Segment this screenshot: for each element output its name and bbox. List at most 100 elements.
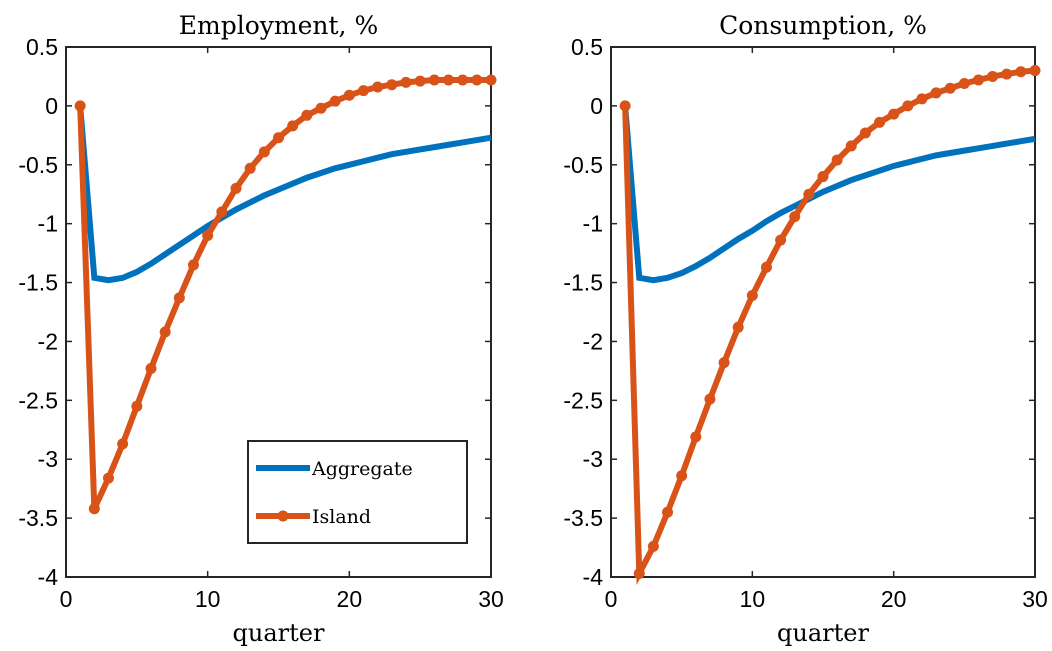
data-point <box>343 89 355 101</box>
x-tick-label: 10 <box>195 586 221 612</box>
x-axis-label: quarter <box>233 619 325 647</box>
y-tick-label: -4 <box>38 564 59 590</box>
data-point <box>400 76 412 88</box>
data-point <box>831 154 843 166</box>
data-point <box>301 109 313 121</box>
y-tick-label: -1.5 <box>18 270 58 296</box>
y-tick-label: -1 <box>583 211 603 237</box>
x-tick-label: 30 <box>478 586 504 612</box>
data-point <box>718 357 730 369</box>
data-point <box>916 93 928 105</box>
series-line-aggregate <box>622 105 1036 284</box>
y-tick-label: -3.5 <box>563 505 603 531</box>
data-point <box>633 567 645 579</box>
data-point <box>329 95 341 107</box>
y-tick-label: -0.5 <box>563 152 603 178</box>
data-point <box>471 74 483 86</box>
data-point <box>902 100 914 112</box>
y-tick-label: -1.5 <box>563 270 603 296</box>
chart-panel-employment: Employment, % quarter 0.5 0 -0.5 -1 -1.5 -2 -2.5… <box>18 11 503 647</box>
legend-label: Island <box>312 506 371 528</box>
data-point <box>258 146 270 158</box>
y-tick-label: -2 <box>38 328 58 354</box>
series-island <box>74 74 497 515</box>
data-point <box>188 259 199 271</box>
y-tick-label: -2.5 <box>18 387 58 413</box>
legend-box <box>247 440 468 544</box>
y-tick-label: -3 <box>38 446 58 472</box>
data-point <box>428 74 440 86</box>
chart-title: Consumption, % <box>719 11 927 40</box>
data-point <box>159 326 171 338</box>
y-tick-label: 0.5 <box>571 34 603 60</box>
data-point <box>287 120 299 132</box>
data-point <box>372 81 384 93</box>
data-point <box>732 321 744 333</box>
data-point <box>944 82 956 94</box>
y-tick-label: -2 <box>583 328 603 354</box>
data-point <box>216 206 228 218</box>
data-point <box>117 438 129 450</box>
y-tick-label: -1 <box>38 211 58 237</box>
x-tick-label: 0 <box>605 586 618 612</box>
data-point <box>202 229 214 241</box>
data-point <box>1001 68 1013 80</box>
y-tick-label: 0 <box>45 93 58 119</box>
x-tick-label: 30 <box>1022 586 1048 612</box>
y-tick-label: -2.5 <box>563 387 603 413</box>
data-point <box>676 470 688 482</box>
data-point <box>817 171 829 183</box>
data-point <box>930 87 942 99</box>
data-point <box>88 503 100 515</box>
data-point <box>704 393 716 405</box>
data-point <box>273 132 284 144</box>
data-point <box>485 74 497 86</box>
y-tick-label: -4 <box>583 564 604 590</box>
legend-label: Aggregate <box>311 458 413 480</box>
data-point <box>859 127 871 139</box>
data-point <box>746 290 758 302</box>
data-point <box>1029 65 1041 77</box>
x-tick-label: 10 <box>740 586 766 612</box>
data-point <box>803 188 815 200</box>
y-tick-label: -3 <box>583 446 603 472</box>
data-point <box>173 292 185 304</box>
data-point <box>987 70 999 82</box>
y-tick-label: 0.5 <box>26 34 58 60</box>
x-axis-label: quarter <box>777 619 869 647</box>
x-tick-label: 20 <box>881 586 907 612</box>
legend-marker <box>277 510 289 522</box>
data-point <box>789 211 801 223</box>
legend: Aggregate Island <box>247 440 468 544</box>
data-point <box>972 74 984 86</box>
data-point <box>74 100 86 112</box>
data-point <box>1015 66 1027 78</box>
data-point <box>103 472 114 484</box>
chart-title: Employment, % <box>179 11 378 40</box>
data-point <box>145 363 157 375</box>
data-point <box>386 79 398 91</box>
data-point <box>230 182 242 194</box>
x-tick-label: 20 <box>337 586 363 612</box>
series-line-aggregate <box>77 105 492 284</box>
data-point <box>874 116 886 128</box>
data-point <box>244 162 256 174</box>
y-tick-label: -0.5 <box>18 152 58 178</box>
data-point <box>690 431 702 443</box>
data-point <box>358 85 369 97</box>
data-point <box>315 102 327 114</box>
data-point <box>414 75 426 87</box>
series-aggregate <box>622 105 1036 284</box>
data-point <box>662 506 674 518</box>
y-tick-label: -3.5 <box>18 505 58 531</box>
data-point <box>619 100 631 112</box>
series-island <box>619 65 1041 586</box>
data-point <box>888 108 900 120</box>
data-point <box>647 540 659 552</box>
series-aggregate <box>77 105 492 284</box>
data-point <box>845 140 857 152</box>
y-tick-label: 0 <box>590 93 603 119</box>
chart-panel-consumption: Consumption, % quarter 0.5 0 -0.5 -1 -1.5 -2 -2.… <box>563 11 1047 647</box>
data-point <box>775 234 787 246</box>
